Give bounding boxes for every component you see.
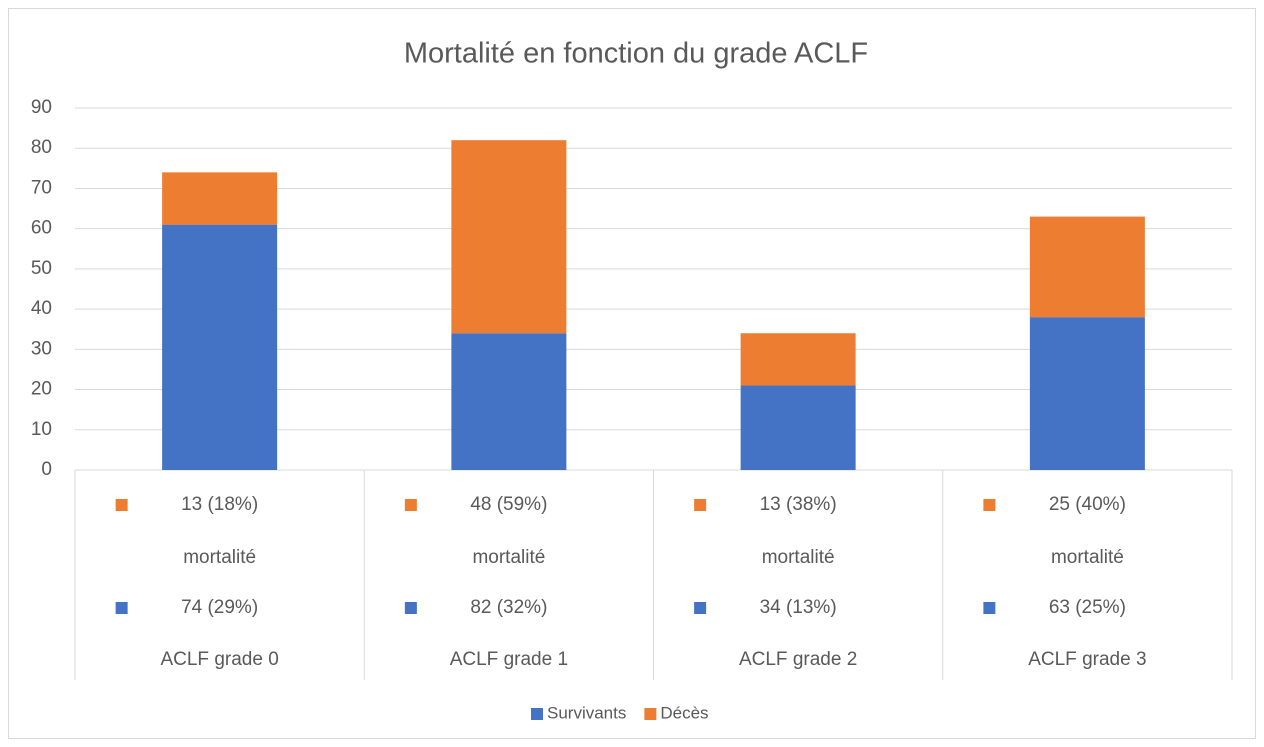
category-detail: mortalité: [183, 547, 256, 568]
category-detail: 25 (40%): [1049, 494, 1126, 515]
y-tick-label: 30: [31, 338, 52, 359]
legend-label: Survivants: [547, 703, 626, 722]
category-marker: [115, 602, 128, 614]
y-tick-label: 50: [31, 258, 52, 279]
bar-segment: [740, 333, 856, 386]
category-marker: [983, 602, 996, 614]
chart-title: Mortalité en fonction du grade ACLF: [404, 38, 868, 70]
category-marker: [404, 602, 417, 614]
bar-segment: [451, 333, 567, 470]
bar-segment: [451, 140, 567, 334]
category-detail: 48 (59%): [470, 494, 547, 515]
y-tick-label: 20: [31, 379, 52, 400]
legend-label: Décès: [660, 703, 708, 722]
category-marker: [404, 499, 417, 511]
category-marker: [694, 499, 707, 511]
bar-segment: [1029, 317, 1145, 470]
bar-segment: [1029, 216, 1145, 318]
y-tick-label: 80: [31, 137, 52, 158]
x-tick-label: ACLF grade 2: [739, 649, 857, 670]
category-marker: [115, 499, 128, 511]
x-tick-label: ACLF grade 1: [450, 649, 568, 670]
y-tick-label: 10: [31, 419, 52, 440]
bar-segment: [162, 224, 278, 470]
category-marker: [694, 602, 707, 614]
category-detail: 13 (18%): [181, 494, 258, 515]
y-tick-label: 70: [31, 177, 52, 198]
y-tick-label: 40: [31, 298, 52, 319]
x-tick-label: ACLF grade 0: [160, 649, 278, 670]
category-detail: mortalité: [1051, 547, 1124, 568]
category-detail: 34 (13%): [760, 597, 837, 618]
category-detail: 74 (29%): [181, 597, 258, 618]
bar-segment: [740, 385, 856, 470]
category-marker: [983, 499, 996, 511]
y-tick-label: 0: [41, 459, 52, 480]
y-tick-label: 90: [31, 97, 52, 118]
x-tick-label: ACLF grade 3: [1028, 649, 1146, 670]
legend-swatch: [531, 708, 543, 720]
category-detail: 13 (38%): [760, 494, 837, 515]
legend-swatch: [644, 708, 657, 720]
category-detail: 63 (25%): [1049, 597, 1126, 618]
category-detail: 82 (32%): [470, 597, 547, 618]
y-tick-label: 60: [31, 218, 52, 239]
category-detail: mortalité: [472, 547, 545, 568]
category-detail: mortalité: [762, 547, 835, 568]
bar-segment: [162, 172, 278, 225]
